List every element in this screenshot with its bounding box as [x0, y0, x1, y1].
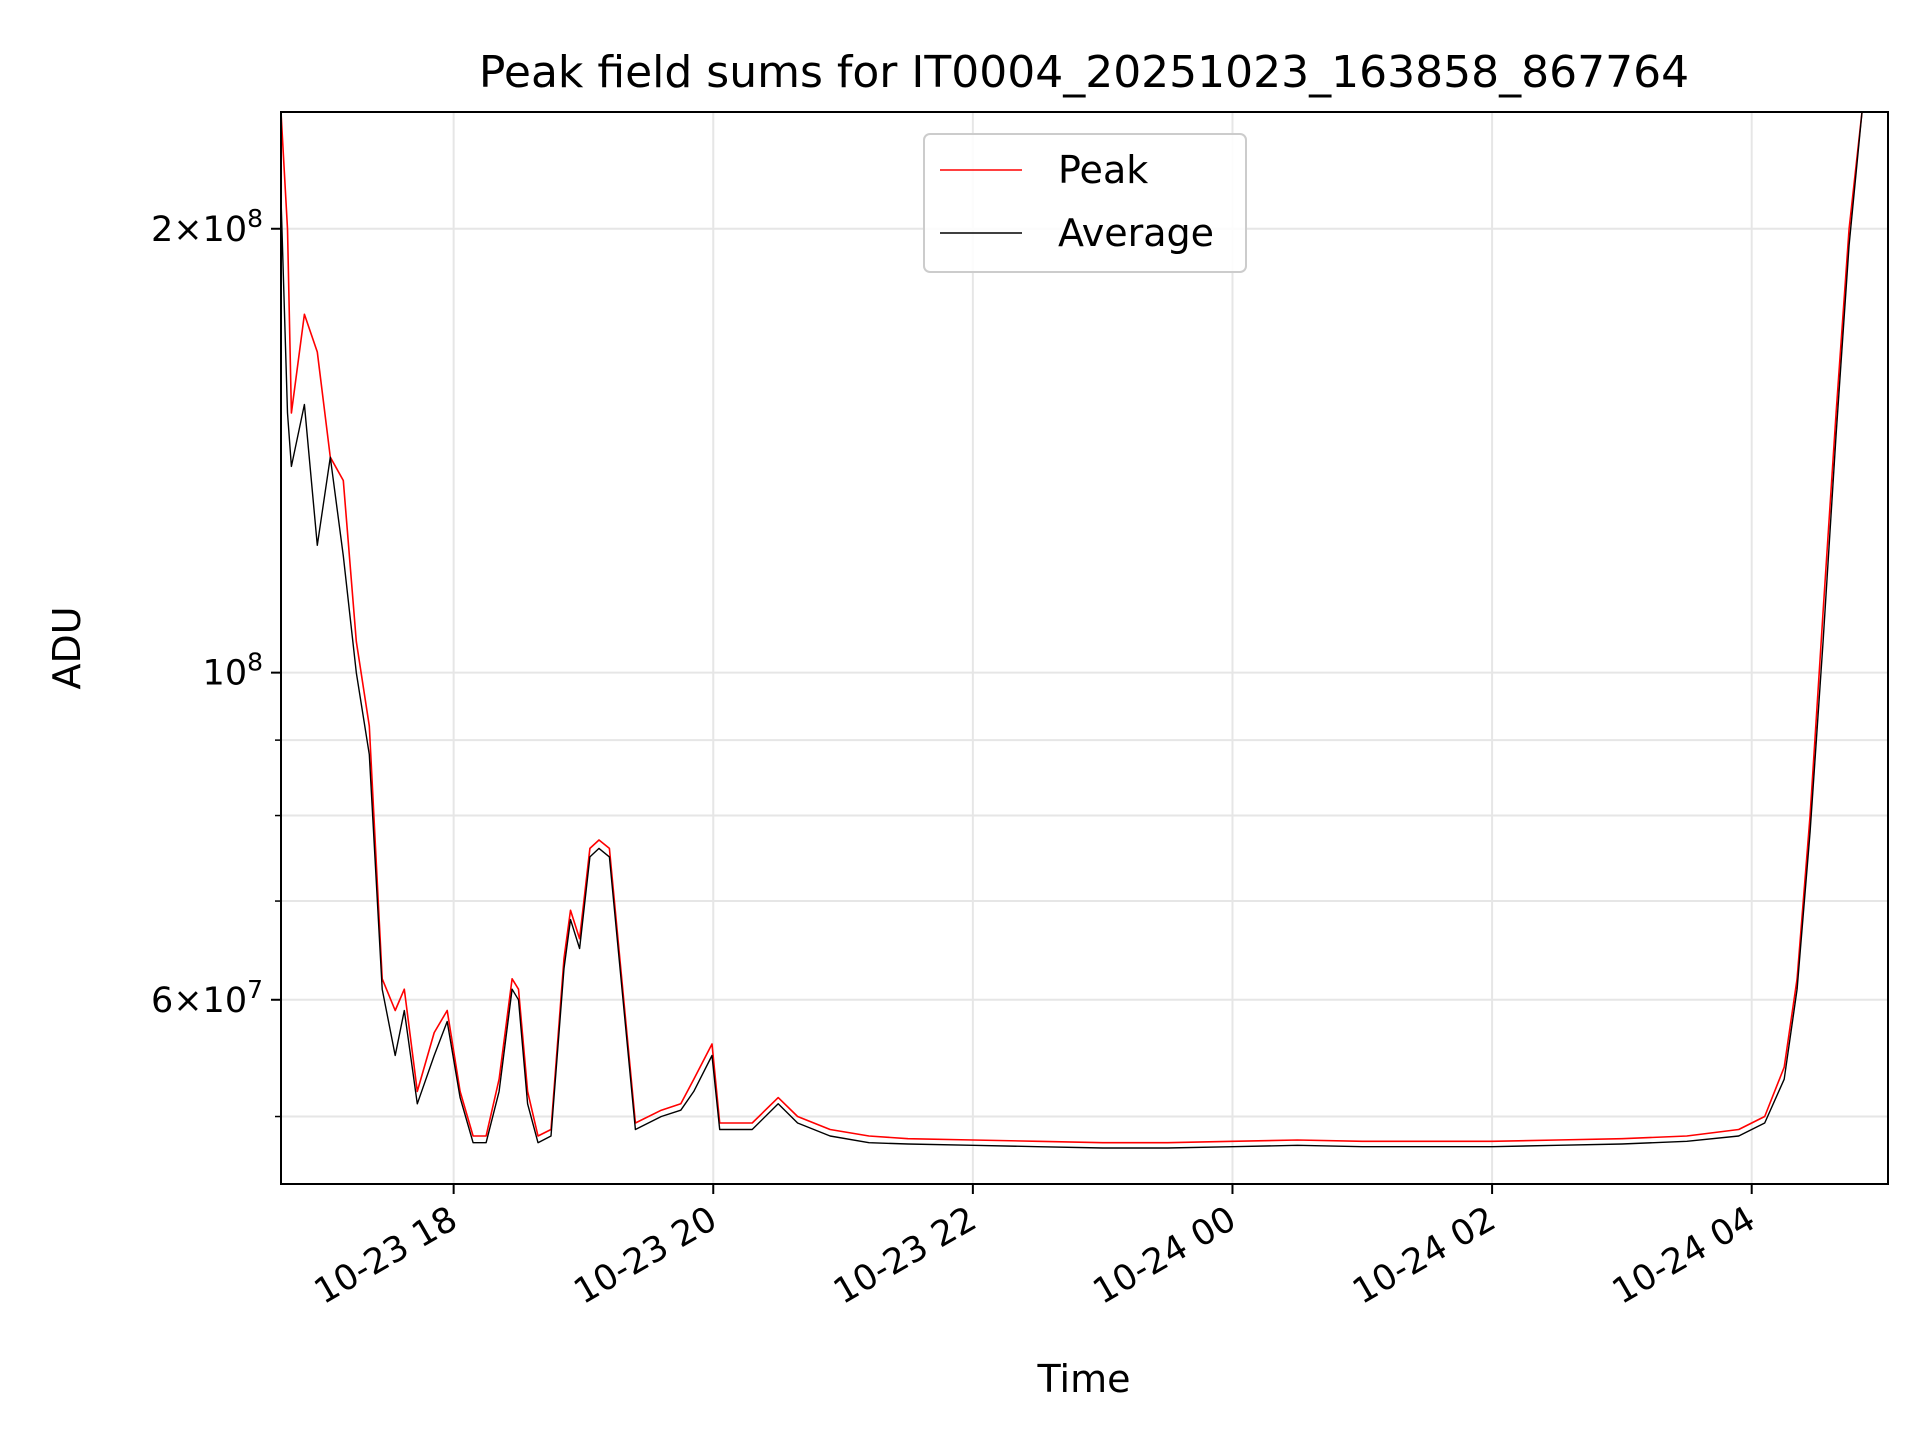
y-tick-label: 2×108 [151, 203, 263, 250]
y-axis-label: ADU [45, 606, 89, 689]
legend-peak-label: Peak [1058, 148, 1148, 192]
y-tick-label: 6×107 [151, 974, 263, 1021]
series-peak-line [281, 112, 1888, 1144]
x-axis-label: Time [1037, 1357, 1131, 1401]
series-average-line [281, 112, 1888, 1149]
y-tick-label: 108 [203, 647, 263, 694]
legend: Peak Average [923, 133, 1247, 273]
legend-average-label: Average [1058, 211, 1214, 255]
legend-box [923, 133, 1247, 273]
plot-frame [280, 111, 1889, 1185]
series-layer [281, 112, 1888, 1149]
chart-title: Peak field sums for IT0004_20251023_1638… [479, 47, 1689, 98]
